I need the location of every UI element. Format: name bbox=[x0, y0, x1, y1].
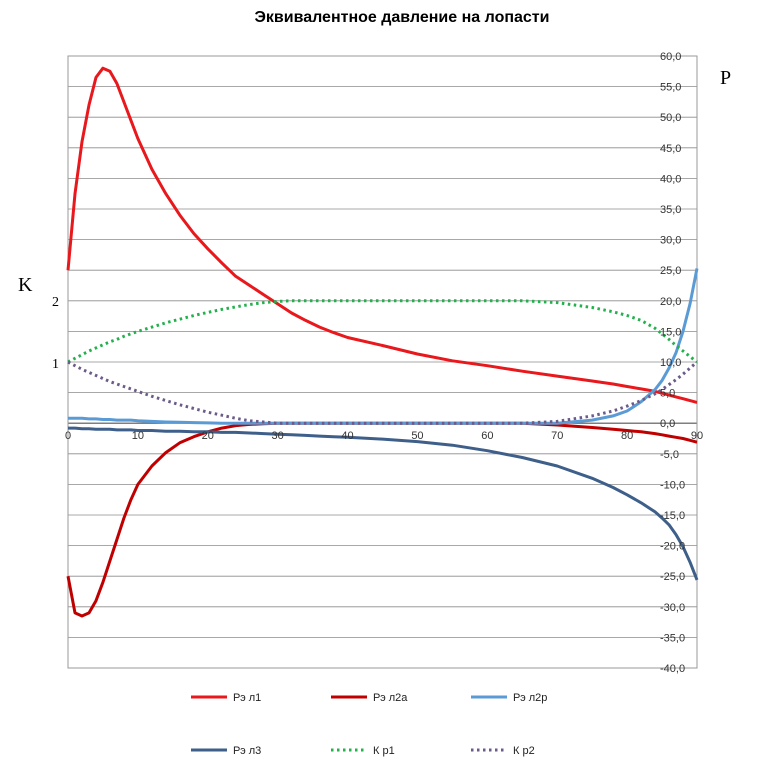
y-tick-label: -20,0 bbox=[660, 541, 685, 553]
y-tick-label: -40,0 bbox=[660, 663, 685, 675]
y-tick-label: 10,0 bbox=[660, 357, 681, 369]
x-tick-label: 30 bbox=[272, 430, 284, 442]
series-layer bbox=[66, 66, 699, 618]
y-tick-label: 0,0 bbox=[660, 418, 675, 430]
y-tick-label: 15,0 bbox=[660, 326, 681, 338]
k-tick-1: 1 bbox=[52, 357, 59, 372]
y-tick-label: 60,0 bbox=[660, 51, 681, 63]
y-tick-label: -15,0 bbox=[660, 510, 685, 522]
x-tick-label: 60 bbox=[481, 430, 493, 442]
y-tick-label: 5,0 bbox=[660, 388, 675, 400]
y-tick-labels: 60,0 55,0 50,0 45,0 40,0 35,0 30,0 25,0 20,0 15,0… bbox=[660, 51, 685, 675]
grid-lines bbox=[68, 55, 697, 669]
legend: Рэ л1 Рэ л2а Рэ л2р Рэ л3 К р1 К р2 bbox=[191, 692, 547, 757]
x-tick-label: 50 bbox=[411, 430, 423, 442]
x-tick-label: 20 bbox=[202, 430, 214, 442]
x-tick-label: 80 bbox=[621, 430, 633, 442]
series-line-4 bbox=[68, 426, 699, 581]
y-tick-label: 40,0 bbox=[660, 173, 681, 185]
legend-label: Рэ л3 bbox=[233, 745, 261, 757]
chart-title: Эквивалентное давление на лопасти bbox=[255, 9, 550, 26]
x-tick-label: 0 bbox=[65, 430, 71, 442]
y-tick-label: 55,0 bbox=[660, 82, 681, 94]
y-tick-label: -30,0 bbox=[660, 602, 685, 614]
series-line-3 bbox=[68, 268, 699, 425]
y-tick-label: 30,0 bbox=[660, 235, 681, 247]
legend-label: Рэ л1 bbox=[233, 692, 261, 704]
y-tick-label: 20,0 bbox=[660, 296, 681, 308]
legend-label: К р2 bbox=[513, 745, 535, 757]
y-tick-label: 35,0 bbox=[660, 204, 681, 216]
x-tick-label: 90 bbox=[691, 430, 703, 442]
y-axis-left-label: K bbox=[18, 274, 33, 296]
y-axis-right-label: P bbox=[720, 67, 731, 89]
legend-label: Рэ л2р bbox=[513, 692, 547, 704]
y-tick-label: 45,0 bbox=[660, 143, 681, 155]
series-line-1 bbox=[66, 66, 698, 404]
x-tick-label: 40 bbox=[341, 430, 353, 442]
y-tick-label: -10,0 bbox=[660, 479, 685, 491]
y-tick-label: -35,0 bbox=[660, 632, 685, 644]
x-tick-label: 10 bbox=[132, 430, 144, 442]
y-tick-label: -5,0 bbox=[660, 449, 679, 461]
y-tick-label: -25,0 bbox=[660, 571, 685, 583]
k-tick-2: 2 bbox=[52, 295, 59, 310]
y-tick-label: 25,0 bbox=[660, 265, 681, 277]
legend-label: К р1 bbox=[373, 745, 395, 757]
x-tick-labels: 0 10 20 30 40 50 60 70 80 90 bbox=[65, 430, 703, 442]
legend-label: Рэ л2а bbox=[373, 692, 408, 704]
y-tick-label: 50,0 bbox=[660, 112, 681, 124]
x-tick-label: 70 bbox=[551, 430, 563, 442]
series-line-2 bbox=[66, 421, 698, 618]
